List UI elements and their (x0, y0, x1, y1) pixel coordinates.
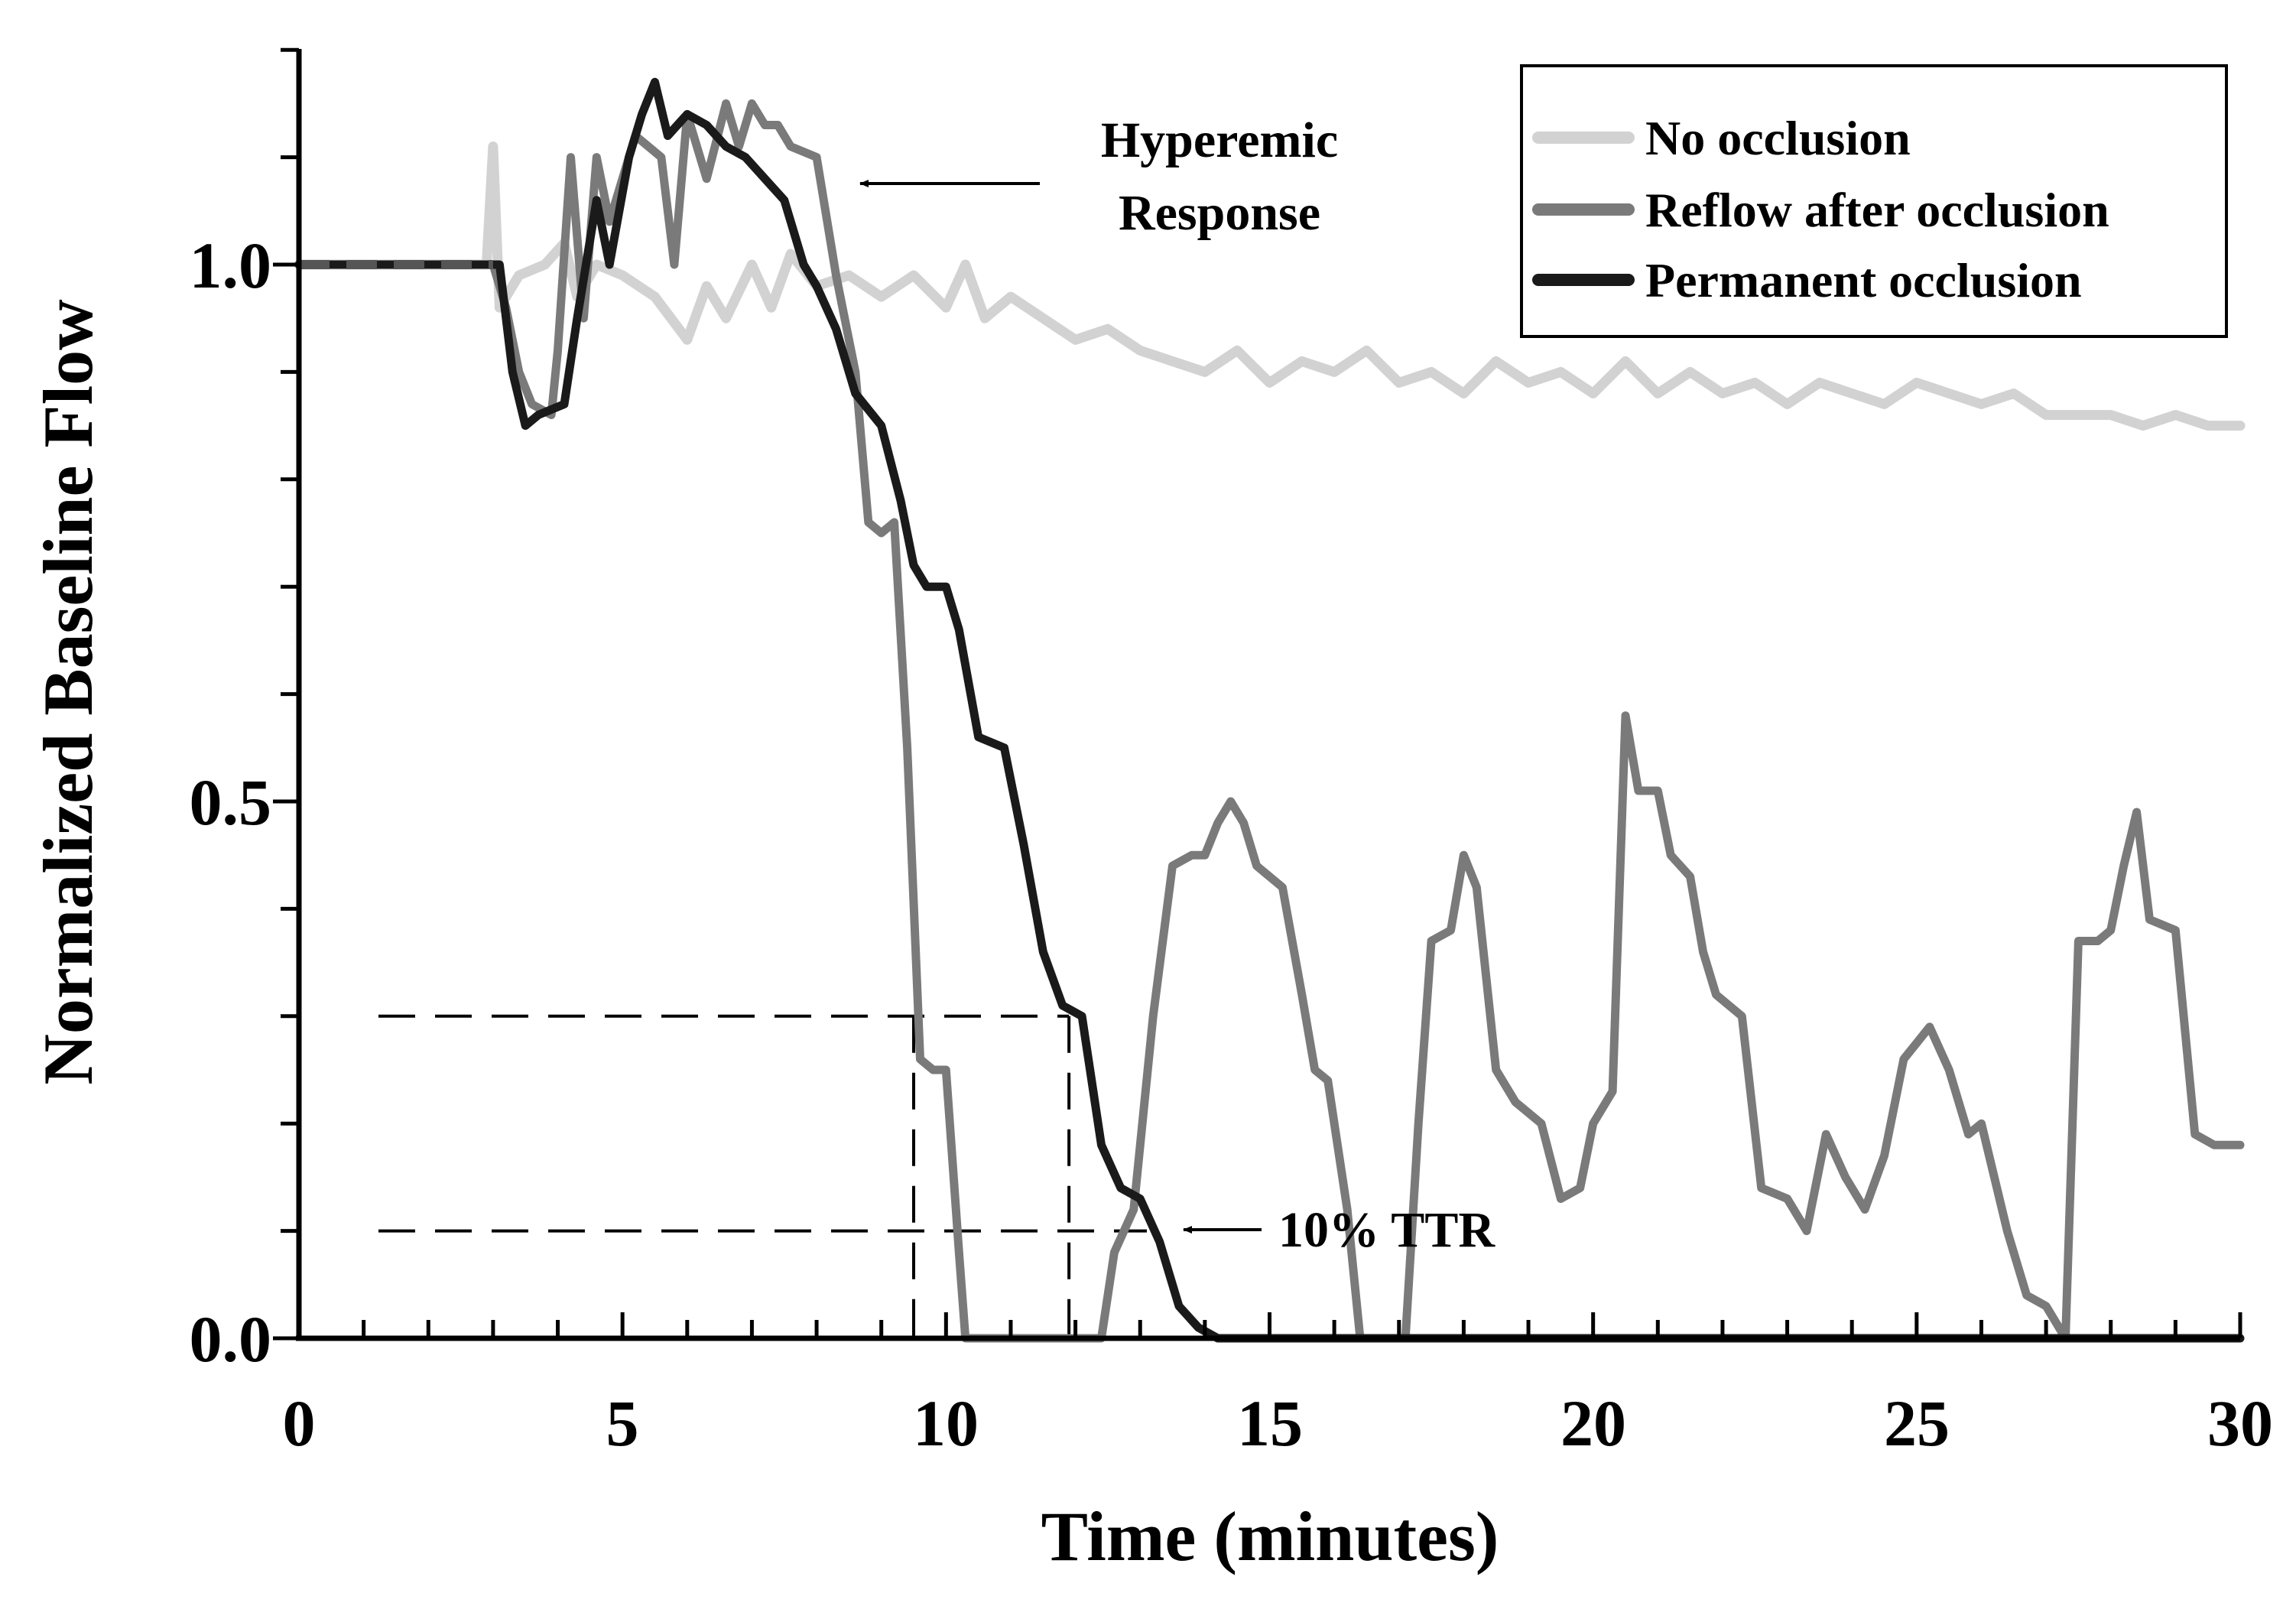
legend-label-no-occlusion: No occlusion (1645, 111, 1911, 165)
x-tick-label-30: 30 (2207, 1386, 2273, 1460)
reference-lines (378, 1014, 1147, 1338)
series-group (294, 77, 2246, 1343)
y-axis-title: Normalized Baseline Flow (29, 299, 107, 1084)
x-ticks (297, 1312, 2242, 1338)
hyperemic-label-line2: Response (1119, 185, 1320, 241)
x-tick-label-0: 0 (283, 1386, 316, 1460)
legend-label-permanent: Permanent occlusion (1645, 253, 2082, 307)
hyperemic-annotation: Hyperemic Response (859, 112, 1338, 241)
y-tick-label-0-0: 0.0 (190, 1302, 272, 1376)
y-tick-label-0-5: 0.5 (190, 765, 272, 839)
legend-label-reflow: Reflow after occlusion (1645, 183, 2109, 237)
series-permanent-occlusion (294, 77, 2245, 1343)
series-no-occlusion (294, 141, 2246, 431)
legend-item-reflow: Reflow after occlusion (1532, 183, 2109, 237)
legend: No occlusion Reflow after occlusion Perm… (1520, 64, 2228, 338)
x-axis-title: Time (minutes) (1041, 1497, 1499, 1575)
legend-item-no-occlusion: No occlusion (1532, 111, 1911, 165)
x-tick-labels: 0 5 10 15 20 25 30 (283, 1386, 2274, 1460)
hyperemic-label-line1: Hyperemic (1101, 112, 1338, 168)
x-tick-label-25: 25 (1884, 1386, 1950, 1460)
ttr-annotation: 10% TTR (1183, 1202, 1495, 1258)
x-tick-label-15: 15 (1237, 1386, 1303, 1460)
y-ticks (273, 47, 299, 1341)
x-tick-label-10: 10 (913, 1386, 979, 1460)
legend-item-permanent: Permanent occlusion (1532, 253, 2082, 307)
ttr-label: 10% TTR (1278, 1202, 1495, 1258)
series-reflow-after-occlusion (294, 99, 2245, 1343)
legend-box (1520, 64, 2228, 338)
y-tick-labels: 0.0 0.5 1.0 (190, 229, 272, 1376)
x-tick-label-5: 5 (606, 1386, 639, 1460)
x-tick-label-20: 20 (1560, 1386, 1626, 1460)
y-tick-label-1-0: 1.0 (190, 229, 272, 302)
